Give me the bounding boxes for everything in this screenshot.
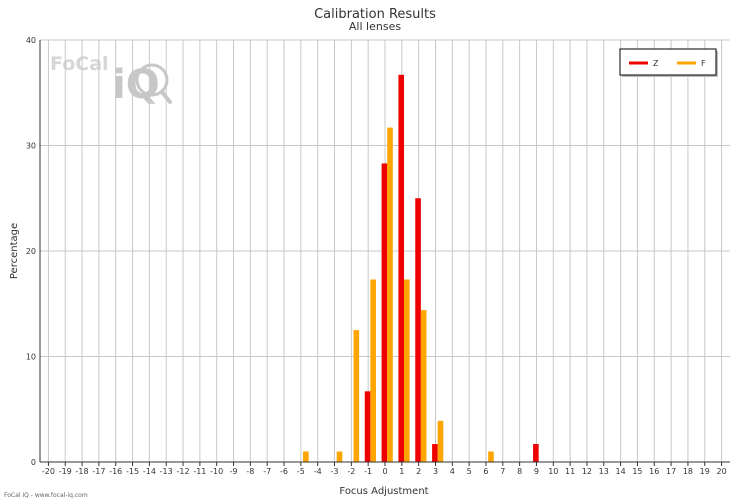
x-tick-label: 11 [565, 467, 575, 476]
x-tick-label: 9 [534, 467, 539, 476]
x-tick-label: 4 [450, 467, 455, 476]
grid [40, 39, 730, 462]
x-tick-label: -15 [126, 467, 139, 476]
x-tick-label: 8 [517, 467, 522, 476]
chart-title: Calibration Results [314, 7, 436, 22]
x-tick-label: -12 [177, 467, 190, 476]
x-tick-label: -11 [193, 467, 206, 476]
bars [303, 74, 539, 462]
y-tick-label: 0 [31, 458, 36, 467]
x-tick-label: 3 [433, 467, 438, 476]
y-tick-label: 40 [26, 36, 36, 45]
x-tick-label: -14 [143, 467, 156, 476]
legend-label-z: Z [653, 59, 659, 68]
bar-f [437, 420, 444, 462]
bar-z [533, 444, 539, 462]
bar-z [398, 74, 405, 462]
x-tick-label: 5 [467, 467, 472, 476]
bar-f [404, 279, 410, 462]
x-tick-label: -1 [364, 467, 372, 476]
bar-f [370, 279, 376, 462]
x-tick-label: 17 [666, 467, 676, 476]
x-tick-label: 20 [716, 467, 726, 476]
x-tick-label: -10 [210, 467, 223, 476]
bar-f [303, 451, 309, 462]
bar-f [336, 451, 343, 462]
x-tick-label: 14 [616, 467, 626, 476]
focal-logo: FoCal iQ [50, 53, 172, 108]
y-axis-label: Percentage [9, 223, 20, 279]
x-tick-label: -7 [263, 467, 271, 476]
bar-f [488, 451, 494, 462]
focal-logo-text: FoCal [50, 53, 109, 75]
x-tick-label: -18 [76, 467, 89, 476]
focal-logo-mark: iQ [112, 62, 160, 108]
y-tick-label: 20 [26, 247, 36, 256]
bar-z [364, 391, 371, 462]
x-tick-label: -3 [331, 467, 339, 476]
x-tick-label: 12 [582, 467, 592, 476]
y-tick-label: 30 [26, 142, 36, 151]
x-tick-label: 10 [548, 467, 558, 476]
x-tick-label: 13 [599, 467, 609, 476]
x-tick-label: 18 [683, 467, 693, 476]
credit-text: FoCal IQ - www.focal-iq.com [4, 492, 88, 499]
bar-f [420, 310, 427, 462]
bar-f [353, 330, 360, 462]
x-tick-label: -20 [42, 467, 55, 476]
x-tick-label: 1 [399, 467, 404, 476]
x-tick-label: 2 [416, 467, 421, 476]
x-tick-label: 6 [483, 467, 488, 476]
x-tick-label: -16 [109, 467, 122, 476]
x-tick-label: 19 [700, 467, 710, 476]
bar-z [415, 198, 421, 462]
x-tick-label: -6 [280, 467, 288, 476]
x-tick-label: -9 [230, 467, 238, 476]
x-tick-label: -4 [314, 467, 322, 476]
y-tick-label: 10 [26, 353, 36, 362]
x-tick-label: -17 [92, 467, 105, 476]
bar-f [387, 127, 393, 462]
x-tick-label: -8 [246, 467, 254, 476]
bar-z [432, 444, 438, 462]
x-tick-label: 7 [500, 467, 505, 476]
x-tick-label: 0 [382, 467, 387, 476]
legend-label-f: F [701, 59, 706, 68]
axes [39, 40, 730, 466]
chart-subtitle: All lenses [349, 20, 401, 33]
legend: Z F [619, 48, 718, 77]
x-tick-label: 15 [632, 467, 642, 476]
x-tick-label: -19 [59, 467, 72, 476]
x-tick-label: 16 [649, 467, 659, 476]
x-tick-label: -5 [297, 467, 305, 476]
bar-z [381, 163, 388, 462]
x-axis-label: Focus Adjustment [339, 486, 428, 497]
x-tick-label: -13 [160, 467, 173, 476]
x-tick-label: -2 [347, 467, 355, 476]
